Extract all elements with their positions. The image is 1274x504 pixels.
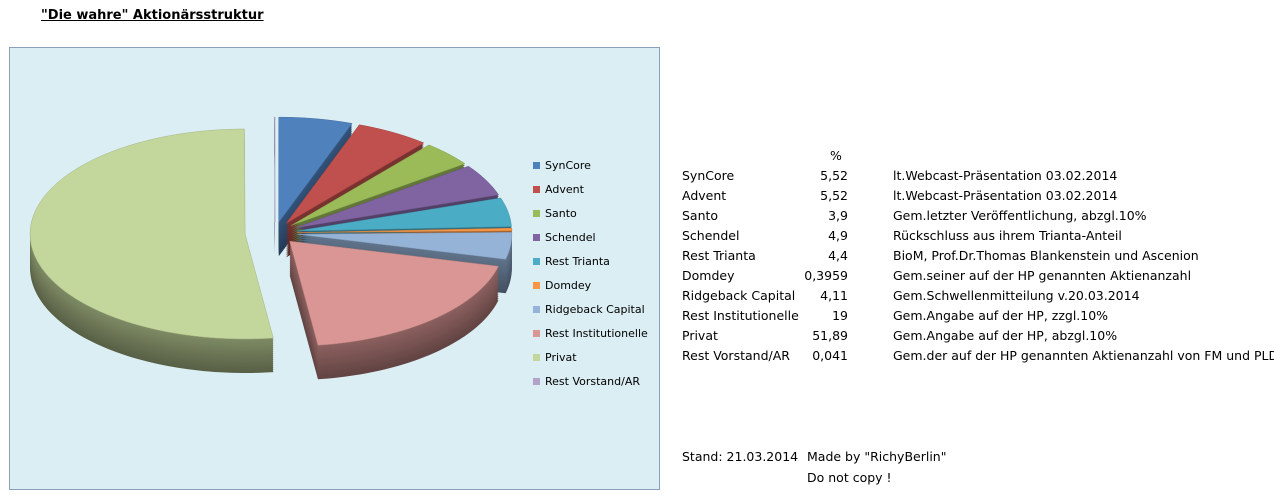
- row-value: 19: [832, 308, 848, 323]
- row-name: Rest Vorstand/AR: [682, 348, 790, 363]
- legend-label: Privat: [545, 351, 577, 365]
- row-name: Rest Institutionelle: [682, 308, 799, 323]
- legend-label: Rest Vorstand/AR: [545, 375, 640, 389]
- legend-label: Advent: [545, 182, 584, 196]
- row-value: 3,9: [828, 208, 848, 223]
- legend-swatch: [533, 354, 540, 362]
- pie-slice-rest-vorstand-ar[interactable]: [274, 116, 276, 256]
- legend-label: Schendel: [545, 230, 596, 244]
- legend-label: Rest Institutionelle: [545, 327, 648, 341]
- row-name: Domdey: [682, 268, 735, 283]
- row-value: 4,11: [820, 288, 848, 303]
- legend-swatch: [533, 306, 540, 314]
- legend-label: Ridgeback Capital: [545, 303, 645, 317]
- legend-label: Rest Trianta: [545, 254, 610, 268]
- legend-label: Santo: [545, 206, 577, 220]
- row-name: Privat: [682, 328, 718, 343]
- row-comment: Gem.Angabe auf der HP, abzgl.10%: [893, 328, 1118, 343]
- chart-area[interactable]: SynCore Advent Santo Schendel Rest Trianta Do…: [9, 47, 660, 490]
- legend-swatch: [533, 185, 540, 193]
- row-name: Ridgeback Capital: [682, 288, 796, 303]
- pie-slice-privat[interactable]: [29, 128, 274, 374]
- copy-notice: Do not copy !: [807, 470, 892, 485]
- legend-item: SynCore: [533, 153, 648, 177]
- pie-chart: [29, 116, 513, 380]
- row-comment: lt.Webcast-Präsentation 03.02.2014: [893, 188, 1118, 203]
- row-value: 5,52: [820, 188, 848, 203]
- row-value: 4,9: [828, 228, 848, 243]
- row-name: SynCore: [682, 168, 735, 183]
- page-title: "Die wahre" Aktionärsstruktur: [41, 8, 264, 23]
- row-comment: Gem.seiner auf der HP genannten Aktienan…: [893, 268, 1192, 283]
- row-value: 5,52: [820, 168, 848, 183]
- row-comment: Gem.der auf der HP genannten Aktienanzah…: [893, 348, 1274, 363]
- row-value: 0,041: [812, 348, 848, 363]
- made-by: Made by "RichyBerlin": [807, 449, 947, 464]
- legend-swatch: [533, 282, 540, 290]
- row-comment: Gem.Schwellenmitteilung v.20.03.2014: [893, 288, 1140, 303]
- legend-swatch: [533, 330, 540, 338]
- row-name: Rest Trianta: [682, 248, 756, 263]
- pie-slice-rest-institutionelle[interactable]: [289, 240, 499, 380]
- legend-item: Rest Institutionelle: [533, 322, 648, 346]
- legend-item: Schendel: [533, 225, 648, 249]
- legend-swatch: [533, 233, 540, 241]
- row-name: Santo: [682, 208, 719, 223]
- legend-item: Ridgeback Capital: [533, 298, 648, 322]
- legend-swatch: [533, 257, 540, 265]
- stand-date: Stand: 21.03.2014: [682, 449, 799, 464]
- row-comment: Gem.letzter Veröffentlichung, abzgl.10%: [893, 208, 1147, 223]
- row-comment: lt.Webcast-Präsentation 03.02.2014: [893, 168, 1118, 183]
- legend-item: Santo: [533, 201, 648, 225]
- legend-item: Rest Vorstand/AR: [533, 370, 648, 394]
- row-value: 51,89: [812, 328, 848, 343]
- row-value: 4,4: [828, 248, 848, 263]
- row-comment: Rückschluss aus ihrem Trianta-Anteil: [893, 228, 1122, 243]
- row-name: Advent: [682, 188, 727, 203]
- legend-label: Domdey: [545, 279, 592, 293]
- legend-swatch: [533, 161, 540, 169]
- row-comment: Gem.Angabe auf der HP, zzgl.10%: [893, 308, 1109, 323]
- chart-legend: SynCore Advent Santo Schendel Rest Trianta Do…: [533, 153, 648, 394]
- legend-label: SynCore: [545, 158, 591, 172]
- legend-swatch: [533, 209, 540, 217]
- legend-item: Advent: [533, 177, 648, 201]
- legend-swatch: [533, 378, 540, 386]
- legend-item: Rest Trianta: [533, 249, 648, 273]
- unit-header: %: [830, 148, 842, 163]
- legend-item: Domdey: [533, 273, 648, 297]
- row-comment: BioM, Prof.Dr.Thomas Blankenstein und As…: [893, 248, 1199, 263]
- row-value: 0,3959: [804, 268, 848, 283]
- legend-item: Privat: [533, 346, 648, 370]
- row-name: Schendel: [682, 228, 740, 243]
